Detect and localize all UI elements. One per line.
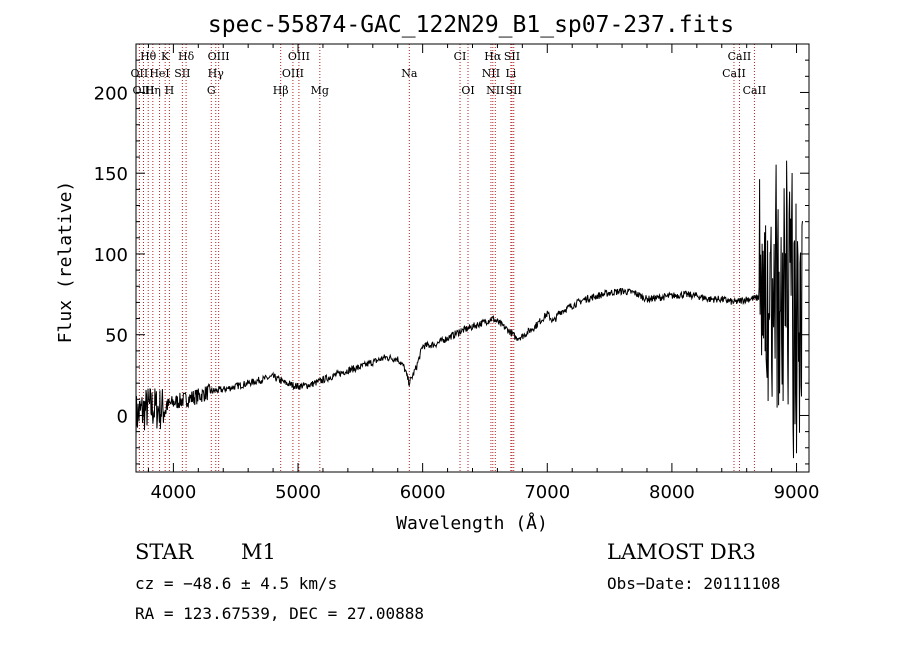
object-subclass: M1 [241, 540, 276, 564]
line-marker-label: H [165, 84, 175, 97]
line-marker-label: OIII [288, 50, 310, 63]
x-tick-label: 9000 [774, 482, 820, 503]
plot-frame [135, 43, 810, 473]
y-axis: 0 50 100 150 200 [94, 59, 809, 465]
survey-name: LAMOST DR3 [607, 540, 756, 564]
line-marker-label: CaII [743, 84, 767, 97]
line-marker-label: Na [401, 67, 418, 80]
line-marker-label: NII [482, 67, 500, 80]
line-marker-label: Hα [484, 50, 502, 63]
y-tick-label: 50 [105, 326, 128, 347]
line-marker-label: OI [461, 84, 474, 97]
line-marker-label: Hθ [140, 50, 157, 63]
line-marker-label: HeI [149, 67, 169, 80]
x-axis-label: Wavelength (Å) [396, 512, 548, 534]
line-marker-label: OIII [208, 50, 230, 63]
line-marker-label: Hγ [208, 67, 225, 80]
x-tick-label: 7000 [524, 482, 570, 503]
line-marker-label: OII [131, 67, 149, 80]
line-marker-label: CI [454, 50, 467, 63]
y-tick-label: 0 [117, 406, 128, 427]
x-tick-label: 8000 [649, 482, 695, 503]
x-tick-label: 6000 [400, 482, 446, 503]
line-marker-label: OIII [282, 67, 304, 80]
line-marker-label: SII [504, 50, 520, 63]
chart-title: spec-55874-GAC_122N29_B1_sp07-237.fits [208, 12, 734, 38]
y-axis-label: Flux (relative) [55, 181, 76, 344]
coordinates-readout: RA = 123.67539, DEC = 27.00888 [135, 604, 424, 623]
line-marker-label: Hδ [178, 50, 195, 63]
spectrum-series-line [135, 160, 803, 459]
y-tick-label: 100 [94, 245, 128, 266]
line-marker-label: NII [486, 84, 504, 97]
y-tick-label: 150 [94, 164, 128, 185]
line-marker-label: OIII [132, 84, 154, 97]
line-marker-label: SII [506, 84, 522, 97]
line-marker-label: Hη [145, 84, 161, 97]
obs-date-readout: Obs−Date: 20111108 [607, 574, 781, 593]
line-marker-label: G [207, 84, 216, 97]
x-tick-label: 5000 [275, 482, 321, 503]
line-marker-label: Mg [311, 84, 329, 97]
spectral-line-markers [138, 44, 755, 472]
line-marker-label: Li [505, 67, 516, 80]
x-axis: 4000 5000 6000 7000 8000 9000 [147, 44, 820, 503]
line-marker-label: K [161, 50, 170, 63]
object-class: STAR [135, 540, 194, 564]
redshift-readout: cz = −48.6 ± 4.5 km/s [135, 574, 338, 593]
x-tick-label: 4000 [150, 482, 196, 503]
line-marker-label: SII [174, 67, 190, 80]
line-marker-label: CaII [728, 50, 752, 63]
line-marker-label: CaII [722, 67, 746, 80]
line-marker-label: Hβ [273, 84, 289, 97]
y-tick-label: 200 [94, 83, 128, 104]
